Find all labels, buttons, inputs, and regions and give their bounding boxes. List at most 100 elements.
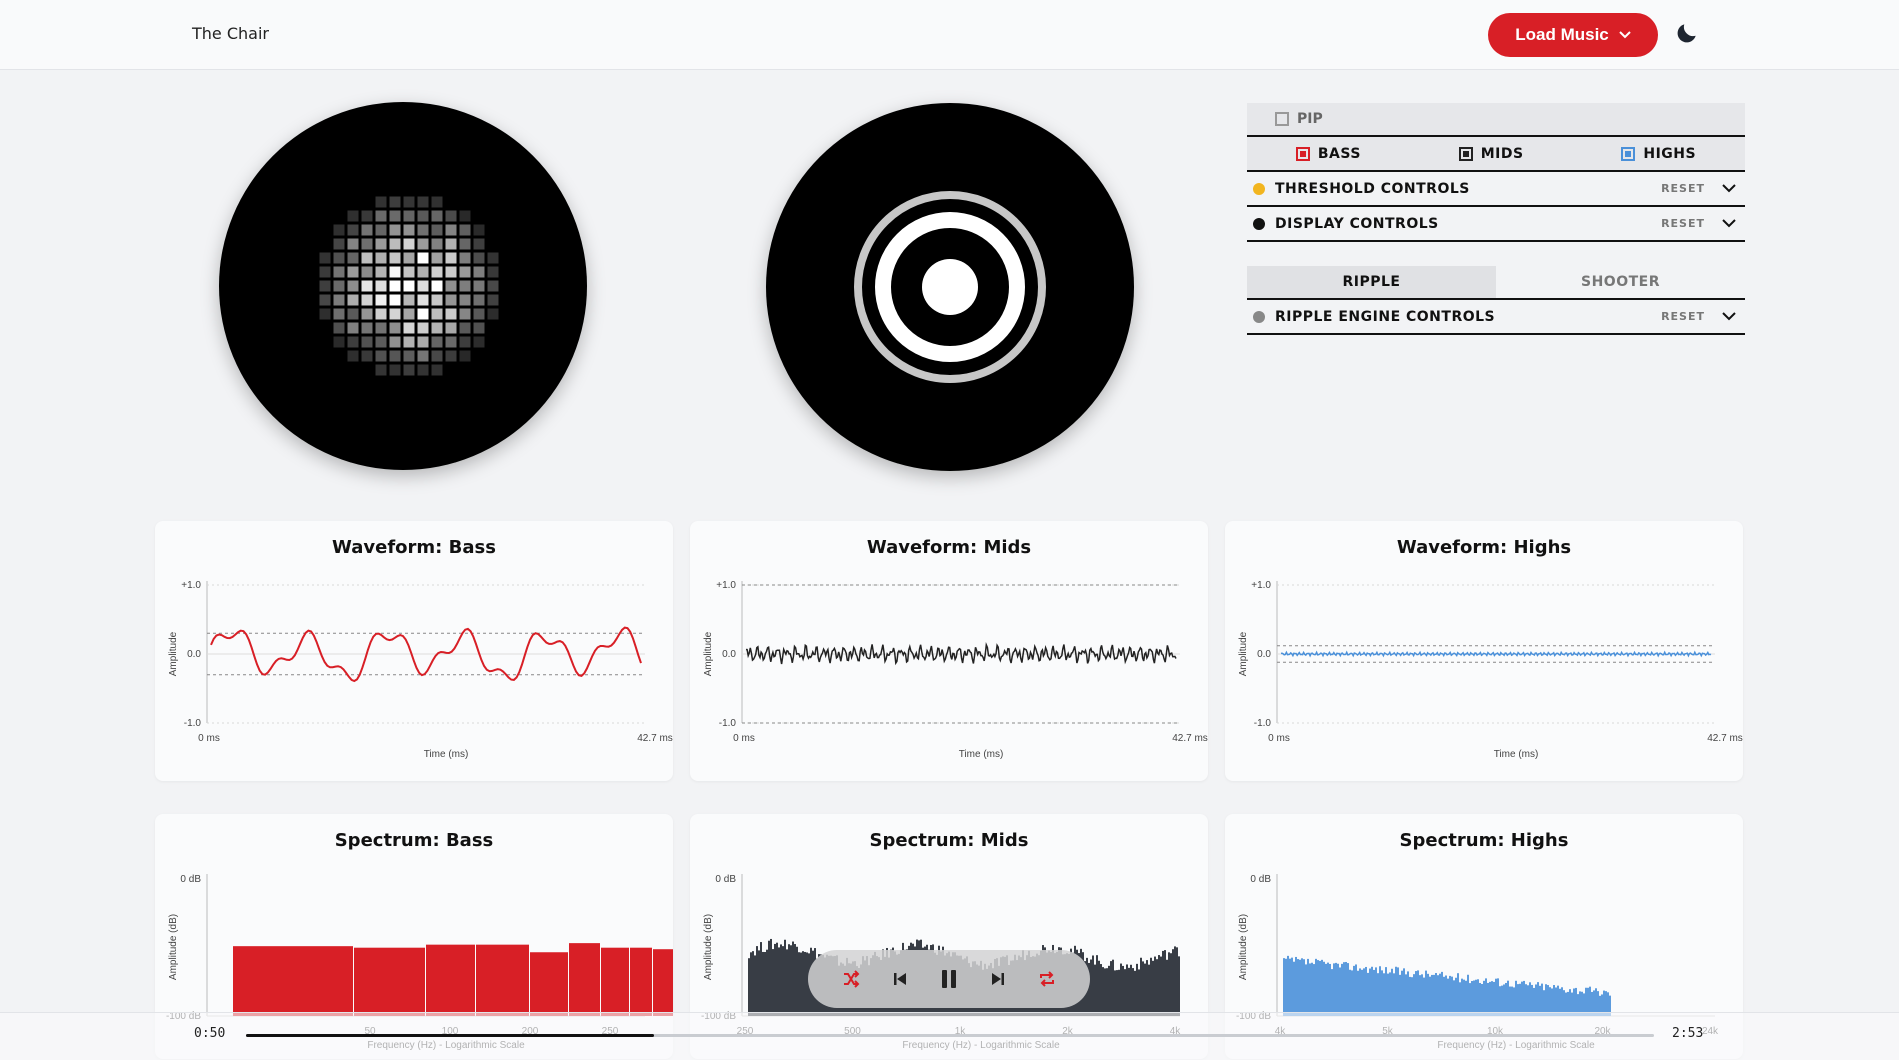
- spectrum-bar: [1591, 991, 1593, 1016]
- spectrum-bar: [756, 946, 758, 1016]
- bass-checkbox[interactable]: [1295, 146, 1310, 161]
- pixel-cell: [319, 252, 331, 264]
- engine-reset-button[interactable]: RESET: [1661, 310, 1705, 323]
- spectrum-bar: [784, 939, 786, 1016]
- spectrum-bar: [768, 940, 770, 1016]
- spectrum-bar: [1607, 992, 1609, 1016]
- spectrum-bar: [1098, 960, 1100, 1016]
- pixel-cell: [487, 308, 499, 320]
- chevron-down-icon[interactable]: [1721, 309, 1737, 323]
- pixel-cell: [459, 308, 471, 320]
- pixel-cell: [347, 336, 359, 348]
- spectrum-bar: [1403, 968, 1405, 1016]
- spectrum-bar: [1459, 982, 1461, 1016]
- threshold-reset-button[interactable]: RESET: [1661, 182, 1705, 195]
- mids-checkbox[interactable]: [1458, 146, 1473, 161]
- previous-button[interactable]: [889, 968, 911, 990]
- threshold-controls-row[interactable]: THRESHOLD CONTROLS RESET: [1247, 172, 1745, 207]
- pixel-cell: [445, 350, 457, 362]
- spectrum-bar: [1327, 962, 1329, 1016]
- spectrum-bar: [1419, 975, 1421, 1016]
- pip-checkbox[interactable]: [1275, 112, 1289, 126]
- pixel-cell: [459, 350, 471, 362]
- pixel-cell: [417, 224, 429, 236]
- pixel-cell: [417, 280, 429, 292]
- pip-toggle[interactable]: PIP: [1247, 103, 1745, 137]
- spectrum-bar: [1431, 974, 1433, 1016]
- spectrum-bar: [1505, 982, 1507, 1016]
- spectrum-bar: [1447, 978, 1449, 1016]
- band-highs[interactable]: HIGHS: [1621, 146, 1696, 162]
- spectrum-bar: [630, 947, 652, 1016]
- load-music-button[interactable]: Load Music: [1488, 13, 1658, 57]
- spectrum-bar: [354, 947, 425, 1016]
- spectrum-bar: [1603, 990, 1605, 1016]
- chevron-down-icon[interactable]: [1721, 216, 1737, 230]
- pixel-visualizer[interactable]: [219, 102, 587, 470]
- spectrum-bar: [1471, 981, 1473, 1016]
- spectrum-bar: [1521, 981, 1523, 1016]
- progress-fill: [246, 1034, 655, 1037]
- pause-button[interactable]: [938, 968, 960, 990]
- x-tick-label: 0 ms: [733, 733, 755, 744]
- spectrum-bar: [1138, 969, 1140, 1016]
- repeat-button[interactable]: [1036, 968, 1058, 990]
- spectrum-bar: [1104, 968, 1106, 1016]
- y-tick-label: 0.0: [1257, 649, 1271, 660]
- pixel-cell: [487, 294, 499, 306]
- display-controls-row[interactable]: DISPLAY CONTROLS RESET: [1247, 207, 1745, 242]
- chevron-down-icon[interactable]: [1721, 181, 1737, 195]
- pixel-cell: [375, 266, 387, 278]
- tab-ripple[interactable]: RIPPLE: [1247, 266, 1496, 298]
- spectrum-bar: [1150, 957, 1152, 1016]
- status-dot: [1253, 217, 1265, 230]
- spectrum-bar: [1473, 980, 1475, 1016]
- pixel-cell: [445, 294, 457, 306]
- shuffle-button[interactable]: [840, 968, 862, 990]
- pixel-cell: [333, 224, 345, 236]
- highs-checkbox[interactable]: [1621, 146, 1636, 161]
- spectrum-bar: [1337, 963, 1339, 1016]
- pixel-cell: [361, 350, 373, 362]
- spectrum-bar: [1469, 983, 1471, 1016]
- band-bass[interactable]: BASS: [1295, 146, 1361, 162]
- pixel-cell: [347, 266, 359, 278]
- ripple-visualizer[interactable]: [766, 103, 1134, 471]
- pixel-cell: [473, 238, 485, 250]
- next-button[interactable]: [987, 968, 1009, 990]
- display-reset-button[interactable]: RESET: [1661, 217, 1705, 230]
- pixel-cell: [431, 266, 443, 278]
- y-tick-label: 0 dB: [715, 874, 736, 885]
- y-tick-label: 0.0: [187, 649, 201, 660]
- top-bar: The Chair Load Music: [0, 0, 1899, 70]
- spectrum-bar: [1531, 984, 1533, 1016]
- band-mids[interactable]: MIDS: [1458, 146, 1524, 162]
- spectrum-bar: [1100, 964, 1102, 1016]
- spectrum-bar: [1154, 956, 1156, 1016]
- spectrum-bar: [1405, 974, 1407, 1016]
- progress-track[interactable]: [246, 1034, 1654, 1037]
- pixel-cell: [319, 294, 331, 306]
- y-tick-label: 0 dB: [180, 874, 201, 885]
- spectrum-bar: [1172, 949, 1174, 1016]
- spectrum-bar: [1329, 963, 1331, 1016]
- tab-shooter[interactable]: SHOOTER: [1581, 274, 1660, 290]
- spectrum-bar: [1599, 995, 1601, 1016]
- spectrum-bar: [1166, 959, 1168, 1016]
- spectrum-bar: [1573, 988, 1575, 1016]
- spectrum-bar: [792, 941, 794, 1016]
- moon-icon[interactable]: [1674, 20, 1700, 46]
- spectrum-bar: [1359, 968, 1361, 1016]
- pixel-cell: [375, 280, 387, 292]
- ripple-engine-controls-row[interactable]: RIPPLE ENGINE CONTROLS RESET: [1247, 300, 1745, 335]
- waveform-chart: +1.0 0.0 -1.0 0 ms 42.7 ms Time (ms) Amplitude: [703, 580, 1208, 760]
- waveform-mids-card: Waveform: Mids +1.0 0.0 -1.0 0 ms 42.7 ms Tim…: [690, 521, 1208, 781]
- spectrum-bar: [1493, 981, 1495, 1016]
- spectrum-bar: [1601, 994, 1603, 1016]
- spectrum-bar: [426, 944, 475, 1016]
- spectrum-bar: [1495, 978, 1497, 1016]
- pixel-cell: [417, 252, 429, 264]
- spectrum-bar: [1519, 983, 1521, 1016]
- pixel-cell: [319, 280, 331, 292]
- spectrum-bar: [1595, 988, 1597, 1016]
